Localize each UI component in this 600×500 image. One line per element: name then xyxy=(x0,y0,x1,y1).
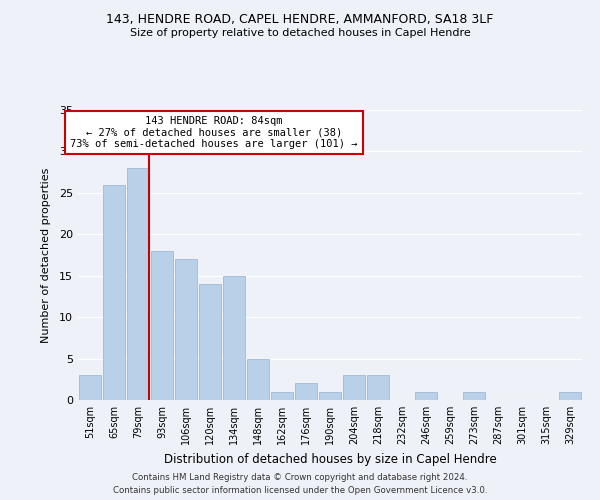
Bar xyxy=(295,384,317,400)
Bar xyxy=(343,375,365,400)
Bar xyxy=(367,375,389,400)
Bar xyxy=(127,168,149,400)
X-axis label: Distribution of detached houses by size in Capel Hendre: Distribution of detached houses by size … xyxy=(164,452,496,466)
Bar xyxy=(415,392,437,400)
Text: Contains HM Land Registry data © Crown copyright and database right 2024.: Contains HM Land Registry data © Crown c… xyxy=(132,474,468,482)
Bar xyxy=(463,392,485,400)
Bar xyxy=(175,259,197,400)
Text: 143 HENDRE ROAD: 84sqm
← 27% of detached houses are smaller (38)
73% of semi-det: 143 HENDRE ROAD: 84sqm ← 27% of detached… xyxy=(70,116,358,149)
Y-axis label: Number of detached properties: Number of detached properties xyxy=(41,168,50,342)
Bar xyxy=(271,392,293,400)
Bar xyxy=(319,392,341,400)
Bar xyxy=(223,276,245,400)
Bar xyxy=(199,284,221,400)
Bar xyxy=(79,375,101,400)
Bar xyxy=(559,392,581,400)
Text: Size of property relative to detached houses in Capel Hendre: Size of property relative to detached ho… xyxy=(130,28,470,38)
Text: 143, HENDRE ROAD, CAPEL HENDRE, AMMANFORD, SA18 3LF: 143, HENDRE ROAD, CAPEL HENDRE, AMMANFOR… xyxy=(106,12,494,26)
Bar xyxy=(151,251,173,400)
Bar xyxy=(247,358,269,400)
Bar xyxy=(103,184,125,400)
Text: Contains public sector information licensed under the Open Government Licence v3: Contains public sector information licen… xyxy=(113,486,487,495)
